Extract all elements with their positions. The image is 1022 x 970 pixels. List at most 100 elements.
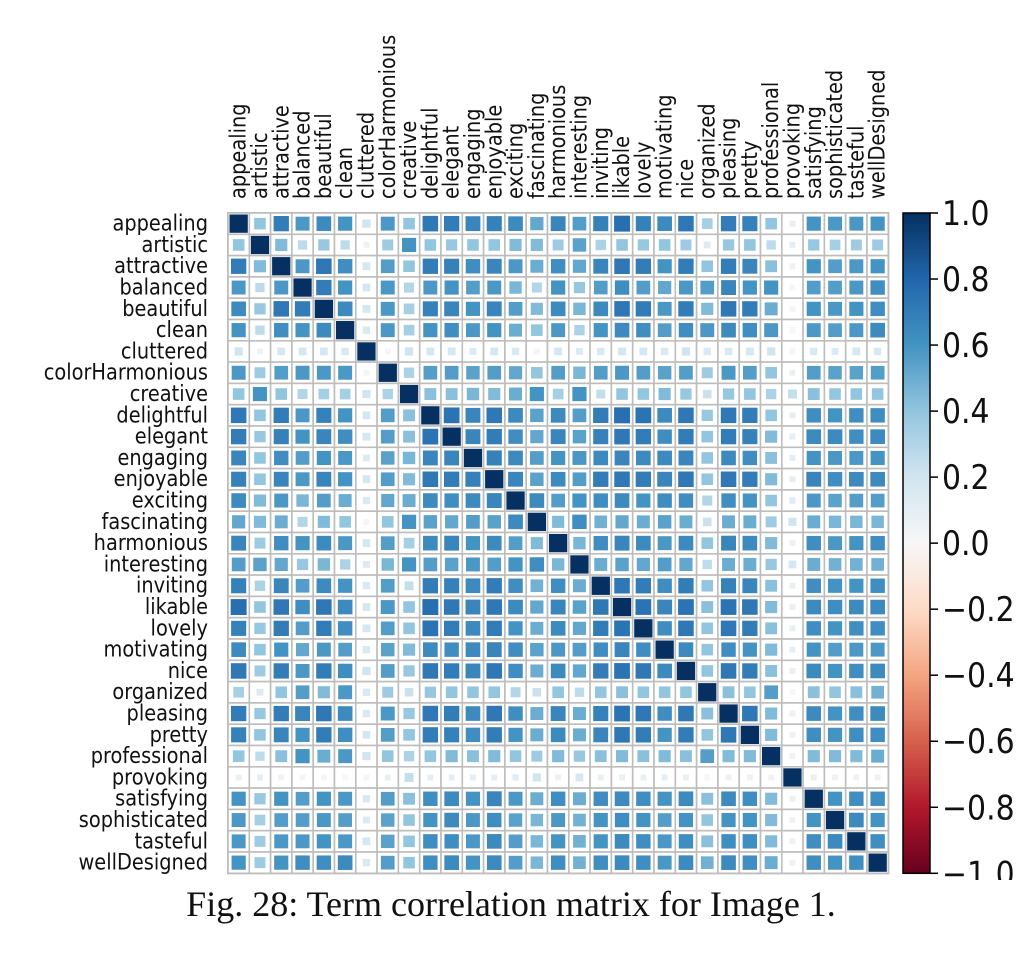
cell-professional-engaging bbox=[467, 750, 479, 763]
cell-delightful-creative bbox=[403, 409, 415, 422]
cell-professional-nice bbox=[680, 750, 692, 763]
cell-cluttered-inviting bbox=[597, 347, 605, 356]
cell-harmonious-motivating bbox=[657, 536, 672, 551]
cell-wellDesigned-wellDesigned bbox=[868, 853, 887, 872]
cell-satisfying-exciting bbox=[508, 791, 523, 806]
cell-fascinating-pretty bbox=[743, 515, 757, 529]
cell-provoking-inviting bbox=[597, 774, 604, 781]
cell-organized-balanced bbox=[295, 685, 310, 700]
cell-colorHarmonious-balanced bbox=[295, 365, 310, 380]
cell-colorHarmonious-enjoyable bbox=[487, 365, 502, 380]
cell-delightful-balanced bbox=[295, 408, 310, 423]
cell-pleasing-inviting bbox=[593, 706, 609, 722]
cell-enjoyable-pretty bbox=[742, 471, 758, 487]
cell-pleasing-provoking bbox=[789, 710, 796, 717]
cell-fascinating-balanced bbox=[297, 516, 308, 527]
cell-lovely-pleasing bbox=[720, 620, 737, 637]
cell-satisfying-clean bbox=[338, 791, 353, 806]
cell-cluttered-sophisticated bbox=[831, 348, 839, 355]
cell-enjoyable-lovely bbox=[635, 471, 652, 487]
cell-engaging-enjoyable bbox=[486, 450, 502, 466]
cell-motivating-creative bbox=[402, 643, 416, 656]
cell-provoking-delightful bbox=[427, 774, 434, 781]
cell-satisfying-beautiful bbox=[316, 791, 331, 806]
cell-appealing-organized bbox=[701, 218, 713, 229]
cell-beautiful-cluttered bbox=[362, 304, 371, 313]
cell-interesting-inviting bbox=[594, 557, 608, 571]
cell-lovely-tasteful bbox=[849, 621, 864, 636]
cell-sophisticated-engaging bbox=[465, 813, 480, 828]
cell-beautiful-inviting bbox=[593, 301, 609, 317]
cell-attractive-creative bbox=[403, 260, 415, 273]
cell-inviting-wellDesigned bbox=[870, 578, 885, 593]
cell-attractive-attractive bbox=[272, 257, 291, 276]
cell-exciting-pleasing bbox=[721, 493, 736, 508]
cell-creative-exciting bbox=[509, 387, 523, 401]
cell-pleasing-professional bbox=[765, 707, 778, 720]
cell-pretty-delightful bbox=[422, 727, 439, 743]
cell-attractive-sophisticated bbox=[828, 259, 842, 274]
cell-enjoyable-sophisticated bbox=[827, 472, 843, 487]
cell-professional-appealing bbox=[232, 750, 245, 762]
cell-balanced-colorHarmonious bbox=[380, 280, 395, 295]
colorbar-tick-label: 1.0 bbox=[942, 193, 990, 233]
row-label-pleasing: pleasing bbox=[127, 700, 208, 725]
cell-elegant-motivating bbox=[657, 429, 672, 444]
cell-pretty-beautiful bbox=[316, 727, 332, 743]
cell-organized-inviting bbox=[594, 686, 607, 699]
cell-elegant-attractive bbox=[273, 429, 289, 445]
cell-creative-nice bbox=[680, 388, 692, 400]
cell-provoking-motivating bbox=[661, 774, 668, 781]
cell-artistic-artistic bbox=[250, 235, 270, 255]
cell-cluttered-engaging bbox=[469, 348, 477, 355]
cell-provoking-colorHarmonious bbox=[384, 774, 391, 781]
cell-wellDesigned-creative bbox=[403, 856, 415, 869]
cell-beautiful-interesting bbox=[573, 302, 586, 316]
cell-provoking-fascinating bbox=[532, 773, 541, 782]
column-label-enjoyable: enjoyable bbox=[481, 105, 506, 199]
cell-balanced-interesting bbox=[573, 281, 586, 294]
colorbar: 1.0 0.8 0.6 0.4 0.2 0.0 −0.2 −0.4 −0.6 −0.8 −1.0 bbox=[902, 193, 1015, 880]
cell-likable-wellDesigned bbox=[870, 599, 885, 615]
cell-clean-wellDesigned bbox=[870, 322, 885, 338]
cell-beautiful-appealing bbox=[231, 301, 246, 317]
cell-interesting-engaging bbox=[465, 557, 480, 572]
cell-engaging-pretty bbox=[742, 450, 758, 466]
cell-motivating-pretty bbox=[742, 642, 757, 657]
cell-nice-inviting bbox=[593, 663, 609, 679]
cell-balanced-fascinating bbox=[531, 282, 542, 293]
cell-beautiful-pretty bbox=[742, 301, 758, 317]
cell-interesting-colorHarmonious bbox=[381, 558, 394, 571]
cell-satisfying-organized bbox=[701, 792, 714, 805]
cell-beautiful-elegant bbox=[444, 301, 460, 317]
row-label-lovely: lovely bbox=[151, 615, 208, 640]
cell-inviting-professional bbox=[765, 579, 778, 592]
cell-wellDesigned-clean bbox=[337, 855, 353, 870]
cell-fascinating-nice bbox=[679, 515, 693, 529]
cell-pretty-nice bbox=[678, 727, 694, 743]
cell-sophisticated-delightful bbox=[423, 812, 438, 828]
cell-professional-attractive bbox=[275, 750, 288, 763]
cell-exciting-balanced bbox=[296, 494, 309, 507]
cell-beautiful-fascinating bbox=[530, 302, 543, 315]
cell-elegant-exciting bbox=[508, 429, 523, 444]
cell-lovely-engaging bbox=[465, 621, 481, 636]
cell-motivating-satisfying bbox=[806, 642, 821, 657]
cell-harmonious-satisfying bbox=[806, 535, 821, 551]
cell-fascinating-harmonious bbox=[552, 515, 565, 528]
cell-beautiful-likable bbox=[614, 301, 630, 317]
cell-appealing-tasteful bbox=[849, 216, 864, 231]
cell-provoking-attractive bbox=[278, 774, 285, 781]
cell-organized-colorHarmonious bbox=[382, 686, 394, 698]
cell-artistic-pretty bbox=[744, 239, 756, 251]
cell-lovely-creative bbox=[403, 622, 415, 635]
cell-harmonious-engaging bbox=[465, 536, 481, 551]
column-label-balanced: balanced bbox=[289, 110, 314, 199]
cell-motivating-harmonious bbox=[551, 642, 566, 657]
cell-cluttered-appealing bbox=[234, 347, 243, 356]
cell-inviting-enjoyable bbox=[486, 578, 502, 594]
cell-beautiful-exciting bbox=[508, 302, 523, 316]
cell-wellDesigned-motivating bbox=[657, 855, 672, 870]
cell-provoking-clean bbox=[342, 774, 349, 781]
cell-nice-clean bbox=[337, 663, 353, 679]
